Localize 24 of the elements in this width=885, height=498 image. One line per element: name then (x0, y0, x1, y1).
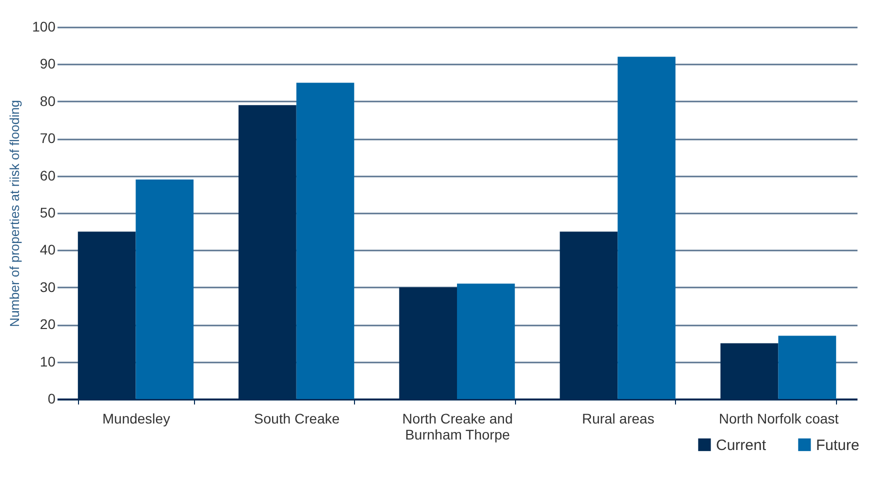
y-tick-label: 0 (48, 390, 56, 406)
bar (296, 82, 354, 399)
y-tick-label: 90 (40, 56, 56, 72)
bar (778, 336, 836, 399)
x-tick-label: South Creake (254, 410, 340, 426)
x-tick-label: Mundesley (102, 410, 170, 426)
y-axis-title: Number of properties at riisk of flooding (7, 100, 22, 327)
y-tick-label: 30 (40, 278, 56, 295)
x-tick-label: North Norfolk coast (718, 410, 839, 426)
y-tick-label: 70 (40, 130, 56, 146)
y-tick-label: 80 (40, 92, 56, 109)
y-tick-label: 40 (40, 242, 56, 258)
y-tick-label: 50 (40, 204, 56, 220)
bar (136, 180, 194, 399)
legend-label: Future (816, 436, 860, 454)
y-tick-label: 60 (40, 167, 56, 184)
x-tick-label: Rural areas (582, 410, 654, 426)
y-tick-label: 100 (32, 18, 56, 34)
bar (618, 56, 676, 399)
legend-label: Current (716, 436, 767, 454)
x-tick-label: North Creake and Burnham Thorpe (402, 410, 513, 442)
y-tick-label: 20 (40, 316, 56, 332)
bar (457, 284, 515, 399)
y-tick-label: 10 (40, 353, 56, 370)
